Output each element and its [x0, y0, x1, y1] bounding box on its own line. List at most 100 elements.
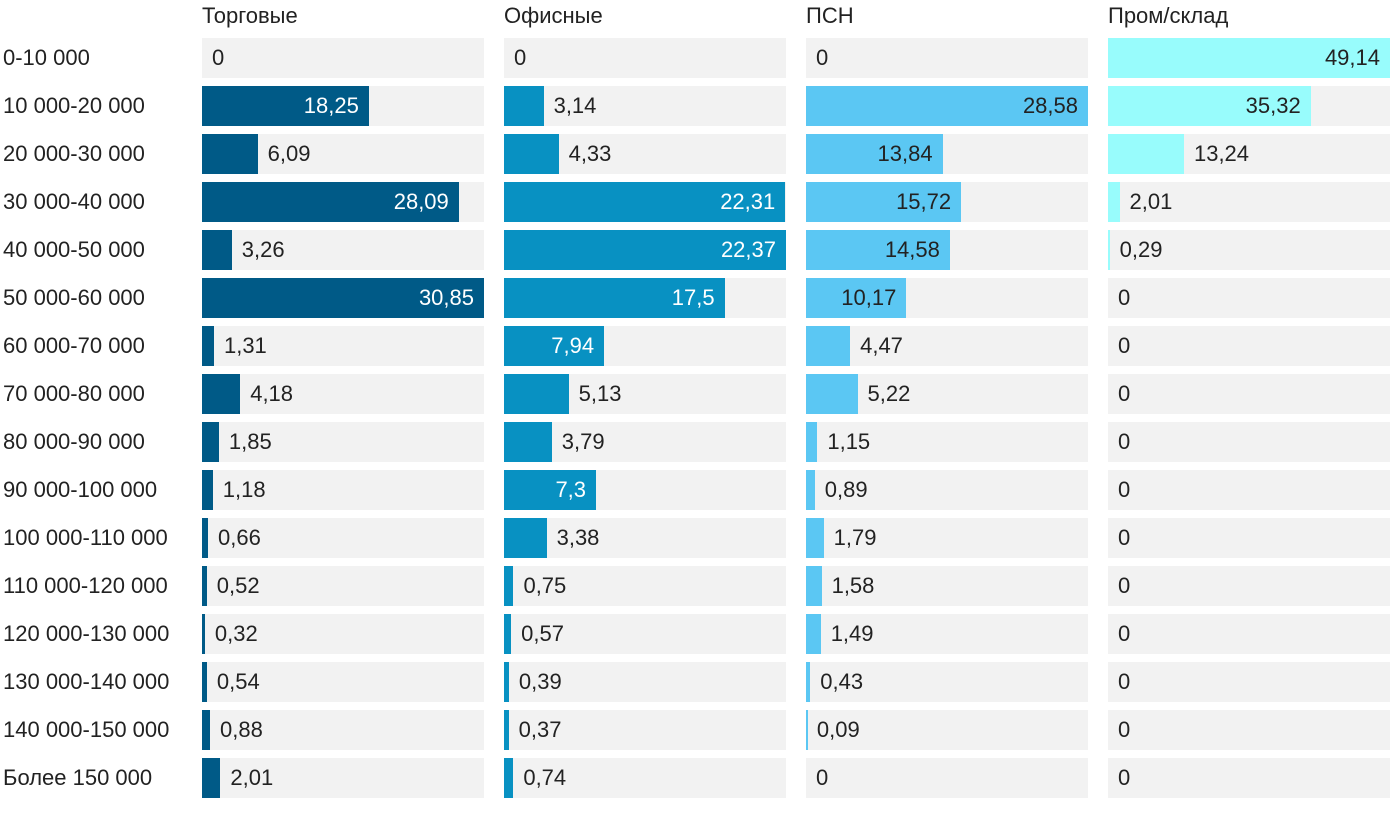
- bar-track: 3,14: [504, 86, 786, 126]
- bar-track: 22,37: [504, 230, 786, 270]
- bar-track: 0: [1108, 470, 1390, 510]
- bar: [504, 710, 509, 750]
- data-label: 3,14: [553, 93, 597, 118]
- bar-track: 0,37: [504, 710, 786, 750]
- data-label: 0: [816, 765, 829, 790]
- bar: [1108, 134, 1184, 174]
- row-label: 80 000-90 000: [3, 429, 145, 454]
- bar: [806, 662, 811, 702]
- data-label: 0,88: [220, 717, 263, 742]
- data-label: 0: [1118, 621, 1131, 646]
- data-label: 0,89: [824, 477, 868, 502]
- bar-track: 0,75: [504, 566, 786, 606]
- series-title: ПСН: [806, 3, 854, 28]
- bar-track: 0: [1108, 518, 1390, 558]
- bar: [504, 422, 552, 462]
- data-label: 0: [212, 45, 225, 70]
- bar-track: 0,66: [202, 518, 484, 558]
- data-label: 0,66: [218, 525, 261, 550]
- data-label: 0: [514, 45, 527, 70]
- bar: [504, 182, 786, 222]
- bar-track: 4,18: [202, 374, 484, 414]
- bar: [202, 134, 258, 174]
- bar: [806, 614, 821, 654]
- bar: [806, 230, 950, 270]
- bar: [806, 134, 943, 174]
- row-label: 90 000-100 000: [3, 477, 158, 502]
- bar: [1108, 38, 1390, 78]
- bar-track: 0: [1108, 422, 1390, 462]
- data-label: 0: [1118, 429, 1131, 454]
- data-label: 18,25: [303, 93, 359, 118]
- bar: [1108, 86, 1311, 126]
- bar: [806, 422, 818, 462]
- bar: [202, 710, 211, 750]
- bar-track: 22,31: [504, 182, 786, 222]
- data-label: 0: [816, 45, 829, 70]
- data-label: 28,58: [1022, 93, 1078, 118]
- bar-track: 0,74: [504, 758, 786, 798]
- data-label: 1,79: [833, 525, 877, 550]
- bar-track: 1,79: [806, 518, 1088, 558]
- row-label: 120 000-130 000: [3, 621, 170, 646]
- data-label: 0,29: [1119, 237, 1163, 262]
- bar-track: 4,33: [504, 134, 786, 174]
- bar: [806, 710, 808, 750]
- data-label: 3,26: [241, 237, 285, 262]
- bar: [504, 86, 544, 126]
- bar-track: 5,22: [806, 374, 1088, 414]
- bar-track: 15,72: [806, 182, 1088, 222]
- bar-track: 0: [1108, 278, 1390, 318]
- bar: [202, 518, 209, 558]
- bar: [1108, 182, 1120, 222]
- bar: [202, 566, 207, 606]
- bar-track: 0,32: [202, 614, 484, 654]
- bar-track: 0: [1108, 374, 1390, 414]
- data-label: 0: [1118, 285, 1131, 310]
- bar-track: 2,01: [202, 758, 484, 798]
- bar-track: 0,54: [202, 662, 484, 702]
- bar: [504, 230, 786, 270]
- bar-track: 14,58: [806, 230, 1088, 270]
- data-label: 0,37: [518, 717, 562, 742]
- bar-track: 18,25: [202, 86, 484, 126]
- data-label: 0: [1118, 717, 1131, 742]
- bar: [202, 326, 214, 366]
- data-label: 3,79: [561, 429, 605, 454]
- data-label: 4,33: [568, 141, 612, 166]
- bar: [504, 470, 597, 510]
- bar-track: 0,89: [806, 470, 1088, 510]
- bar-track: 28,58: [806, 86, 1088, 126]
- bar-track: 2,01: [1108, 182, 1390, 222]
- data-label: 0,57: [521, 621, 564, 646]
- bar-track: 0: [1108, 758, 1390, 798]
- data-label: 30,85: [418, 285, 474, 310]
- bar-track: 10,17: [806, 278, 1088, 318]
- data-label: 49,14: [1324, 45, 1380, 70]
- row-label: 0-10 000: [3, 45, 90, 70]
- data-label: 0,09: [816, 717, 860, 742]
- bar: [202, 182, 459, 222]
- bar-track: 0: [806, 38, 1088, 78]
- bar-track: 0: [1108, 326, 1390, 366]
- data-label: 28,09: [393, 189, 449, 214]
- bar-track: 0: [504, 38, 786, 78]
- row-label: 30 000-40 000: [3, 189, 145, 214]
- data-label: 7,3: [555, 477, 587, 502]
- bar-track: 1,85: [202, 422, 484, 462]
- data-label: 2,01: [230, 765, 274, 790]
- bar-track: 0: [1108, 662, 1390, 702]
- bar-track: 0: [1108, 710, 1390, 750]
- bar-track: 0,88: [202, 710, 484, 750]
- bar: [806, 374, 858, 414]
- bar-track: 7,3: [504, 470, 786, 510]
- data-label: 0: [1118, 525, 1131, 550]
- row-label: 100 000-110 000: [3, 525, 168, 550]
- row-label: Более 150 000: [3, 765, 153, 790]
- data-label: 0,43: [820, 669, 864, 694]
- bar-track: 30,85: [202, 278, 484, 318]
- data-label: 4,18: [250, 381, 294, 406]
- bar: [806, 518, 824, 558]
- bar: [202, 758, 221, 798]
